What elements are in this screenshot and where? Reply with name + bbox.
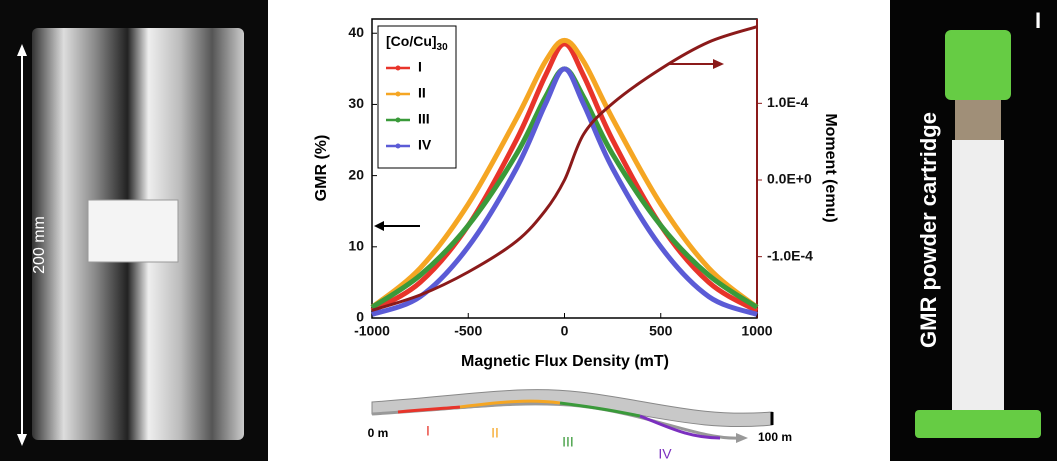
arrow-head bbox=[17, 434, 27, 446]
legend-label: I bbox=[418, 59, 422, 75]
cartridge-cap bbox=[945, 30, 1011, 100]
arrow-head bbox=[374, 221, 384, 231]
y2-tick-label: -1.0E-4 bbox=[767, 247, 813, 263]
legend-title: [Co/Cu]30 bbox=[386, 33, 448, 53]
x-tick-label: 0 bbox=[561, 323, 569, 339]
y2-tick-label: 1.0E-4 bbox=[767, 94, 808, 110]
y-tick-label: 40 bbox=[348, 24, 364, 40]
gmr-curve bbox=[370, 37, 759, 310]
arrow-head bbox=[713, 59, 724, 69]
diagram-end: 100 m bbox=[758, 430, 792, 444]
segment-label: IV bbox=[658, 446, 672, 461]
panel-label: I bbox=[1035, 8, 1041, 33]
cartridge-label: GMR powder cartridge bbox=[916, 112, 941, 348]
cartridge-neck bbox=[955, 100, 1001, 140]
diagram-start: 0 m bbox=[368, 426, 389, 440]
legend-label: III bbox=[418, 111, 430, 127]
cartridge-body bbox=[952, 140, 1004, 420]
segment-label: I bbox=[426, 423, 430, 439]
segment-ii bbox=[459, 399, 561, 409]
segment-i bbox=[397, 405, 461, 414]
y-tick-label: 10 bbox=[348, 238, 364, 254]
x-axis-label: Magnetic Flux Density (mT) bbox=[461, 353, 669, 370]
dimension-label: 200 mm bbox=[31, 216, 48, 274]
gmr-curve bbox=[371, 66, 758, 317]
legend-marker bbox=[395, 143, 401, 149]
roll-label bbox=[87, 199, 179, 263]
legend-title-sub: 30 bbox=[437, 42, 449, 53]
moment-curve bbox=[371, 25, 758, 312]
legend-marker bbox=[395, 91, 401, 97]
arrow-head bbox=[17, 44, 27, 56]
legend-label: IV bbox=[418, 137, 432, 153]
y2-axis-label: Moment (emu) bbox=[822, 113, 839, 222]
x-tick-label: -1000 bbox=[354, 323, 390, 339]
legend-marker bbox=[395, 65, 401, 71]
x-tick-label: 1000 bbox=[741, 323, 772, 339]
segment-iv bbox=[639, 414, 721, 440]
cartridge-base bbox=[915, 410, 1041, 438]
segment-label: II bbox=[491, 425, 499, 441]
x-tick-label: 500 bbox=[649, 323, 673, 339]
legend-box bbox=[377, 25, 457, 169]
y-tick-label: 20 bbox=[348, 166, 364, 182]
x-tick-label: -500 bbox=[454, 323, 482, 339]
legend-marker bbox=[395, 117, 401, 123]
y-tick-label: 0 bbox=[356, 309, 364, 325]
legend-title-text: [Co/Cu] bbox=[386, 33, 437, 49]
segment-label: III bbox=[562, 434, 574, 450]
y-tick-label: 30 bbox=[348, 95, 364, 111]
y-axis-label: GMR (%) bbox=[313, 135, 330, 202]
legend-label: II bbox=[418, 85, 426, 101]
arrow-head bbox=[736, 433, 748, 443]
segment-iii bbox=[559, 401, 641, 418]
y2-tick-label: 0.0E+0 bbox=[767, 171, 812, 187]
